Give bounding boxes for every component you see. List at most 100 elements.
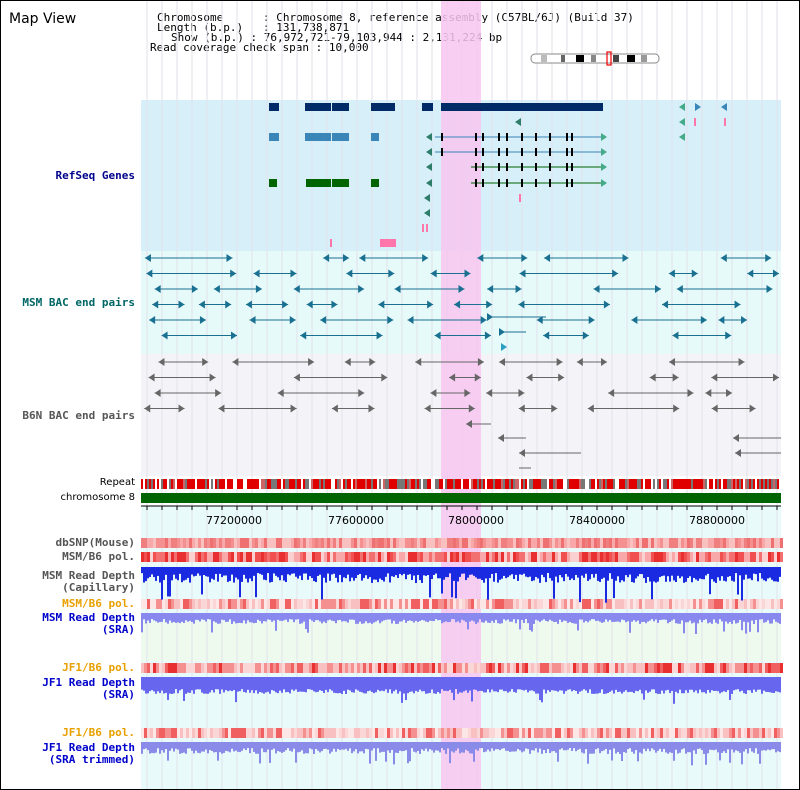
jf1-b6-pol-cell bbox=[270, 663, 273, 673]
msm-depth-sra-bar bbox=[167, 613, 169, 624]
jf1-depth-sra-bar bbox=[441, 677, 443, 690]
jf1-depth-trim-bar bbox=[385, 742, 387, 762]
msm-b6-pol-cell bbox=[327, 552, 330, 562]
jf1-depth-trim-bar bbox=[159, 742, 161, 754]
msm-b6-pol-label[interactable]: MSM/B6 pol. bbox=[62, 550, 135, 563]
dbsnp-label[interactable]: dbSNP(Mouse) bbox=[55, 536, 135, 549]
jf1-depth-sra-bar bbox=[369, 677, 371, 691]
heatmap-tracks[interactable] bbox=[141, 538, 783, 738]
msm-depth-sra-bar bbox=[381, 613, 383, 622]
repeat-block bbox=[341, 479, 343, 489]
msm-b6-pol-cell bbox=[387, 552, 390, 562]
jf1-depth-trim-bar bbox=[479, 742, 481, 749]
jf1-b6-pol-label[interactable]: JF1/B6 pol. bbox=[62, 661, 135, 674]
jf1-b6-pol-trim-cell bbox=[717, 728, 720, 738]
msm-bac-label[interactable]: MSM BAC end pairs bbox=[22, 296, 135, 309]
msm-b6-pol-cell bbox=[186, 552, 189, 562]
repeat-block bbox=[369, 479, 371, 489]
msm-b6-pol-cell bbox=[393, 552, 396, 562]
msm-depth-sra-bar bbox=[739, 613, 741, 621]
jf1-depth-trim-bar bbox=[709, 742, 711, 750]
msm-b6-pol-sra-cell bbox=[591, 599, 594, 609]
jf1-depth-trim-bar bbox=[749, 742, 751, 749]
msm-depth-sra-label[interactable]: MSM Read Depth (SRA) bbox=[1, 612, 135, 636]
msm-depth-sra-bar bbox=[239, 613, 241, 623]
refseq-genes-track[interactable] bbox=[269, 103, 727, 247]
msm-depth-capillary-bar bbox=[491, 567, 493, 574]
dbsnp-cell bbox=[639, 538, 642, 548]
jf1-b6-pol-cell bbox=[684, 663, 687, 673]
dbsnp-cell bbox=[207, 538, 210, 548]
msm-bac-pair-end bbox=[544, 254, 551, 262]
b6n-bac-label[interactable]: B6N BAC end pairs bbox=[22, 409, 135, 422]
msm-b6-pol-sra-cell bbox=[354, 599, 357, 609]
repeat-block bbox=[529, 479, 531, 489]
b6n-bac-pair-end bbox=[381, 373, 388, 382]
msm-depth-sra-bar bbox=[451, 613, 453, 620]
b6n-bac-track[interactable] bbox=[144, 358, 781, 469]
refseq-genes-label[interactable]: RefSeq Genes bbox=[55, 169, 135, 182]
msm-depth-capillary-bar bbox=[265, 567, 267, 581]
jf1-depth-sra-label[interactable]: JF1 Read Depth (SRA) bbox=[1, 677, 135, 701]
gene-mark bbox=[380, 239, 396, 247]
jf1-depth-sra-bar bbox=[357, 677, 359, 691]
jf1-depth-trim-bar bbox=[745, 742, 747, 750]
msm-b6-pol-cell bbox=[774, 552, 777, 562]
chromosome-ideogram[interactable] bbox=[530, 51, 660, 66]
msm-bac-pair-end bbox=[464, 269, 471, 278]
jf1-depth-sra-bar bbox=[561, 677, 563, 691]
msm-depth-sra-bar bbox=[455, 613, 457, 623]
msm-b6-pol-cell bbox=[768, 552, 771, 562]
repeat-block bbox=[347, 479, 349, 489]
jf1-depth-sra-bar bbox=[721, 677, 723, 693]
jf1-depth-sra-bar bbox=[547, 677, 549, 691]
jf1-b6-pol-cell bbox=[678, 663, 681, 673]
chromosome-bar[interactable] bbox=[141, 493, 781, 503]
highlight-region[interactable] bbox=[441, 1, 481, 789]
jf1-depth-sra-bar bbox=[167, 677, 169, 700]
axis-tick-label: 78800000 bbox=[689, 514, 745, 527]
jf1-depth-sra-bar bbox=[315, 677, 317, 693]
msm-depth-sra-bar bbox=[673, 613, 675, 620]
jf1-b6-pol-trim-cell bbox=[153, 728, 156, 738]
jf1-b6-pol-cell bbox=[279, 663, 282, 673]
jf1-depth-trim-label[interactable]: JF1 Read Depth (SRA trimmed) bbox=[1, 742, 135, 766]
read-depth-tracks[interactable] bbox=[141, 567, 781, 766]
repeat-block bbox=[471, 479, 473, 489]
jf1-depth-sra-bar bbox=[309, 677, 311, 690]
msm-b6-pol-sra-label[interactable]: MSM/B6 pol. bbox=[62, 597, 135, 610]
msm-bac-track[interactable] bbox=[144, 254, 779, 351]
msm-bac-pair-end bbox=[407, 316, 414, 324]
repeat-block bbox=[651, 479, 653, 489]
msm-depth-capillary-bar bbox=[335, 567, 337, 578]
msm-depth-sra-bar bbox=[543, 613, 545, 620]
msm-depth-sra-bar bbox=[521, 613, 523, 620]
msm-depth-sra-bar bbox=[437, 613, 439, 621]
dbsnp-cell bbox=[708, 538, 711, 548]
msm-bac-pair-end bbox=[588, 316, 595, 324]
msm-depth-capillary-bar bbox=[637, 567, 639, 577]
dbsnp-cell bbox=[723, 538, 726, 548]
msm-depth-capillary-label[interactable]: MSM Read Depth (Capillary) bbox=[1, 570, 135, 594]
jf1-depth-sra-bar bbox=[541, 677, 543, 703]
msm-b6-pol-sra-cell bbox=[702, 599, 705, 609]
msm-b6-pol-sra-cell bbox=[261, 599, 264, 609]
repeat-block bbox=[523, 479, 525, 489]
dbsnp-cell bbox=[768, 538, 771, 548]
msm-depth-capillary-bar bbox=[749, 567, 751, 579]
msm-depth-capillary-bar bbox=[285, 567, 287, 583]
jf1-depth-trim-bar bbox=[413, 742, 415, 752]
repeat-track[interactable] bbox=[141, 479, 781, 489]
msm-depth-capillary-bar bbox=[507, 567, 509, 578]
gene-exon bbox=[482, 148, 484, 156]
b6n-bac-pair-end bbox=[773, 373, 779, 382]
msm-bac-pair-end bbox=[289, 316, 296, 324]
msm-b6-pol-sra-cell bbox=[141, 599, 144, 609]
jf1-b6-pol-cell bbox=[276, 663, 279, 673]
dbsnp-cell bbox=[411, 538, 414, 548]
jf1-b6-pol-cell bbox=[762, 663, 765, 673]
jf1-b6-pol-trim-label[interactable]: JF1/B6 pol. bbox=[62, 726, 135, 739]
repeat-block bbox=[627, 479, 629, 489]
msm-b6-pol-sra-cell bbox=[306, 599, 309, 609]
